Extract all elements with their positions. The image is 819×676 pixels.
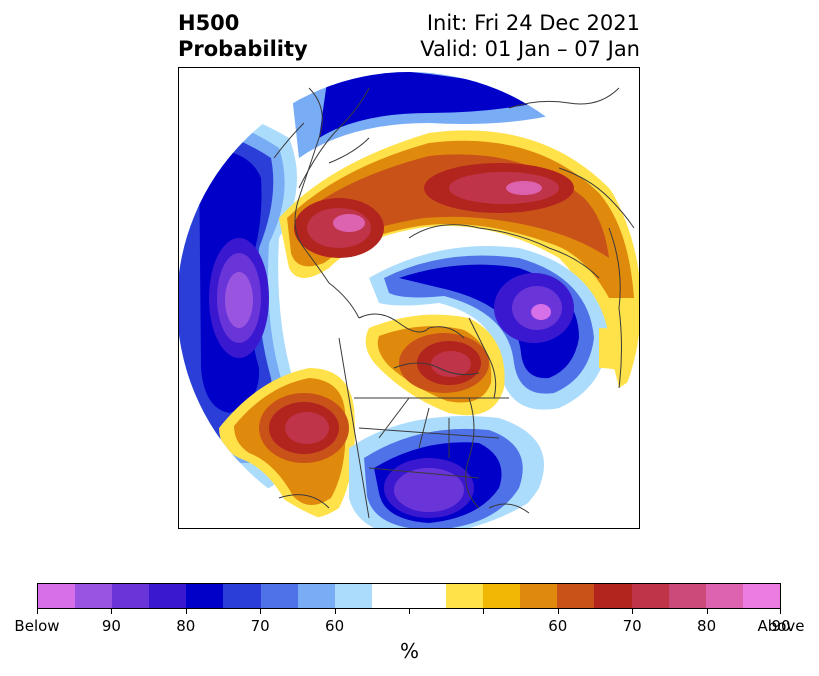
colorbar-swatch [75,584,113,608]
chart-title: H500 Probability [178,10,308,62]
colorbar-swatch [260,584,298,608]
colorbar-tick [334,609,336,614]
colorbar-unit: % [399,639,419,663]
colorbar-swatch [149,584,187,608]
above-normal-west-coast [219,368,355,518]
title-line-1: H500 [178,11,240,35]
colorbar-ticks [37,609,781,617]
colorbar-tick-label: 80 [697,617,717,635]
colorbar-swatch [631,584,669,608]
colorbar-swatch [371,584,409,608]
below-normal-central-us [349,416,544,528]
colorbar-tick-label: 70 [622,617,642,635]
colorbar-swatch [223,584,261,608]
above-normal-canadian-arctic [365,314,505,416]
colorbar-tick [632,609,634,614]
colorbar-swatch [705,584,743,608]
colorbar-tick-label: 90 [101,617,121,635]
valid-period: Init: Fri 24 Dec 2021 Valid: 01 Jan – 07… [420,10,640,62]
colorbar-swatch [186,584,224,608]
colorbar-tick [409,609,410,614]
colorbar-tick [260,609,262,614]
colorbar-swatch [668,584,706,608]
anomaly-field [179,72,639,528]
colorbar-swatch [297,584,335,608]
colorbar-tick [706,609,708,614]
colorbar-tick [483,609,485,614]
colorbar-tick-label: 80 [176,617,196,635]
colorbar-tick [37,609,38,614]
colorbar-swatch [594,584,632,608]
colorbar-swatch [557,584,595,608]
colorbar-tick [557,609,559,614]
below-normal-eastern-europe [369,246,609,410]
colorbar-swatch [408,584,447,608]
colorbar-tick-label: Below [14,617,60,635]
colorbar-swatch [483,584,521,608]
colorbar-swatch [112,584,150,608]
colorbar-tick-label: 90 [771,617,791,635]
colorbar-swatch [334,584,372,608]
colorbar-tick [780,609,781,614]
colorbar-swatch [742,584,780,608]
colorbar-tick-label: 70 [250,617,270,635]
colorbar-labels: Below 90 80 70 60 60 70 80 90 Above [14,617,804,635]
above-normal-siberia-europe [279,130,639,388]
coastlines [273,87,635,519]
colorbar-tick-label: Above [757,617,805,635]
map-canvas [179,72,639,528]
colorbar [37,583,781,609]
probability-map [178,67,640,529]
colorbar-swatch [446,584,484,608]
title-line-2: Probability [178,37,308,61]
valid-dates: Valid: 01 Jan – 07 Jan [420,37,640,61]
colorbar-tick-label: 60 [548,617,568,635]
colorbar-swatch [38,584,76,608]
colorbar-tick [185,609,187,614]
colorbar-tick-label: 60 [325,617,345,635]
colorbar-swatch [520,584,558,608]
colorbar-tick [111,609,113,614]
init-date: Init: Fri 24 Dec 2021 [426,11,640,35]
